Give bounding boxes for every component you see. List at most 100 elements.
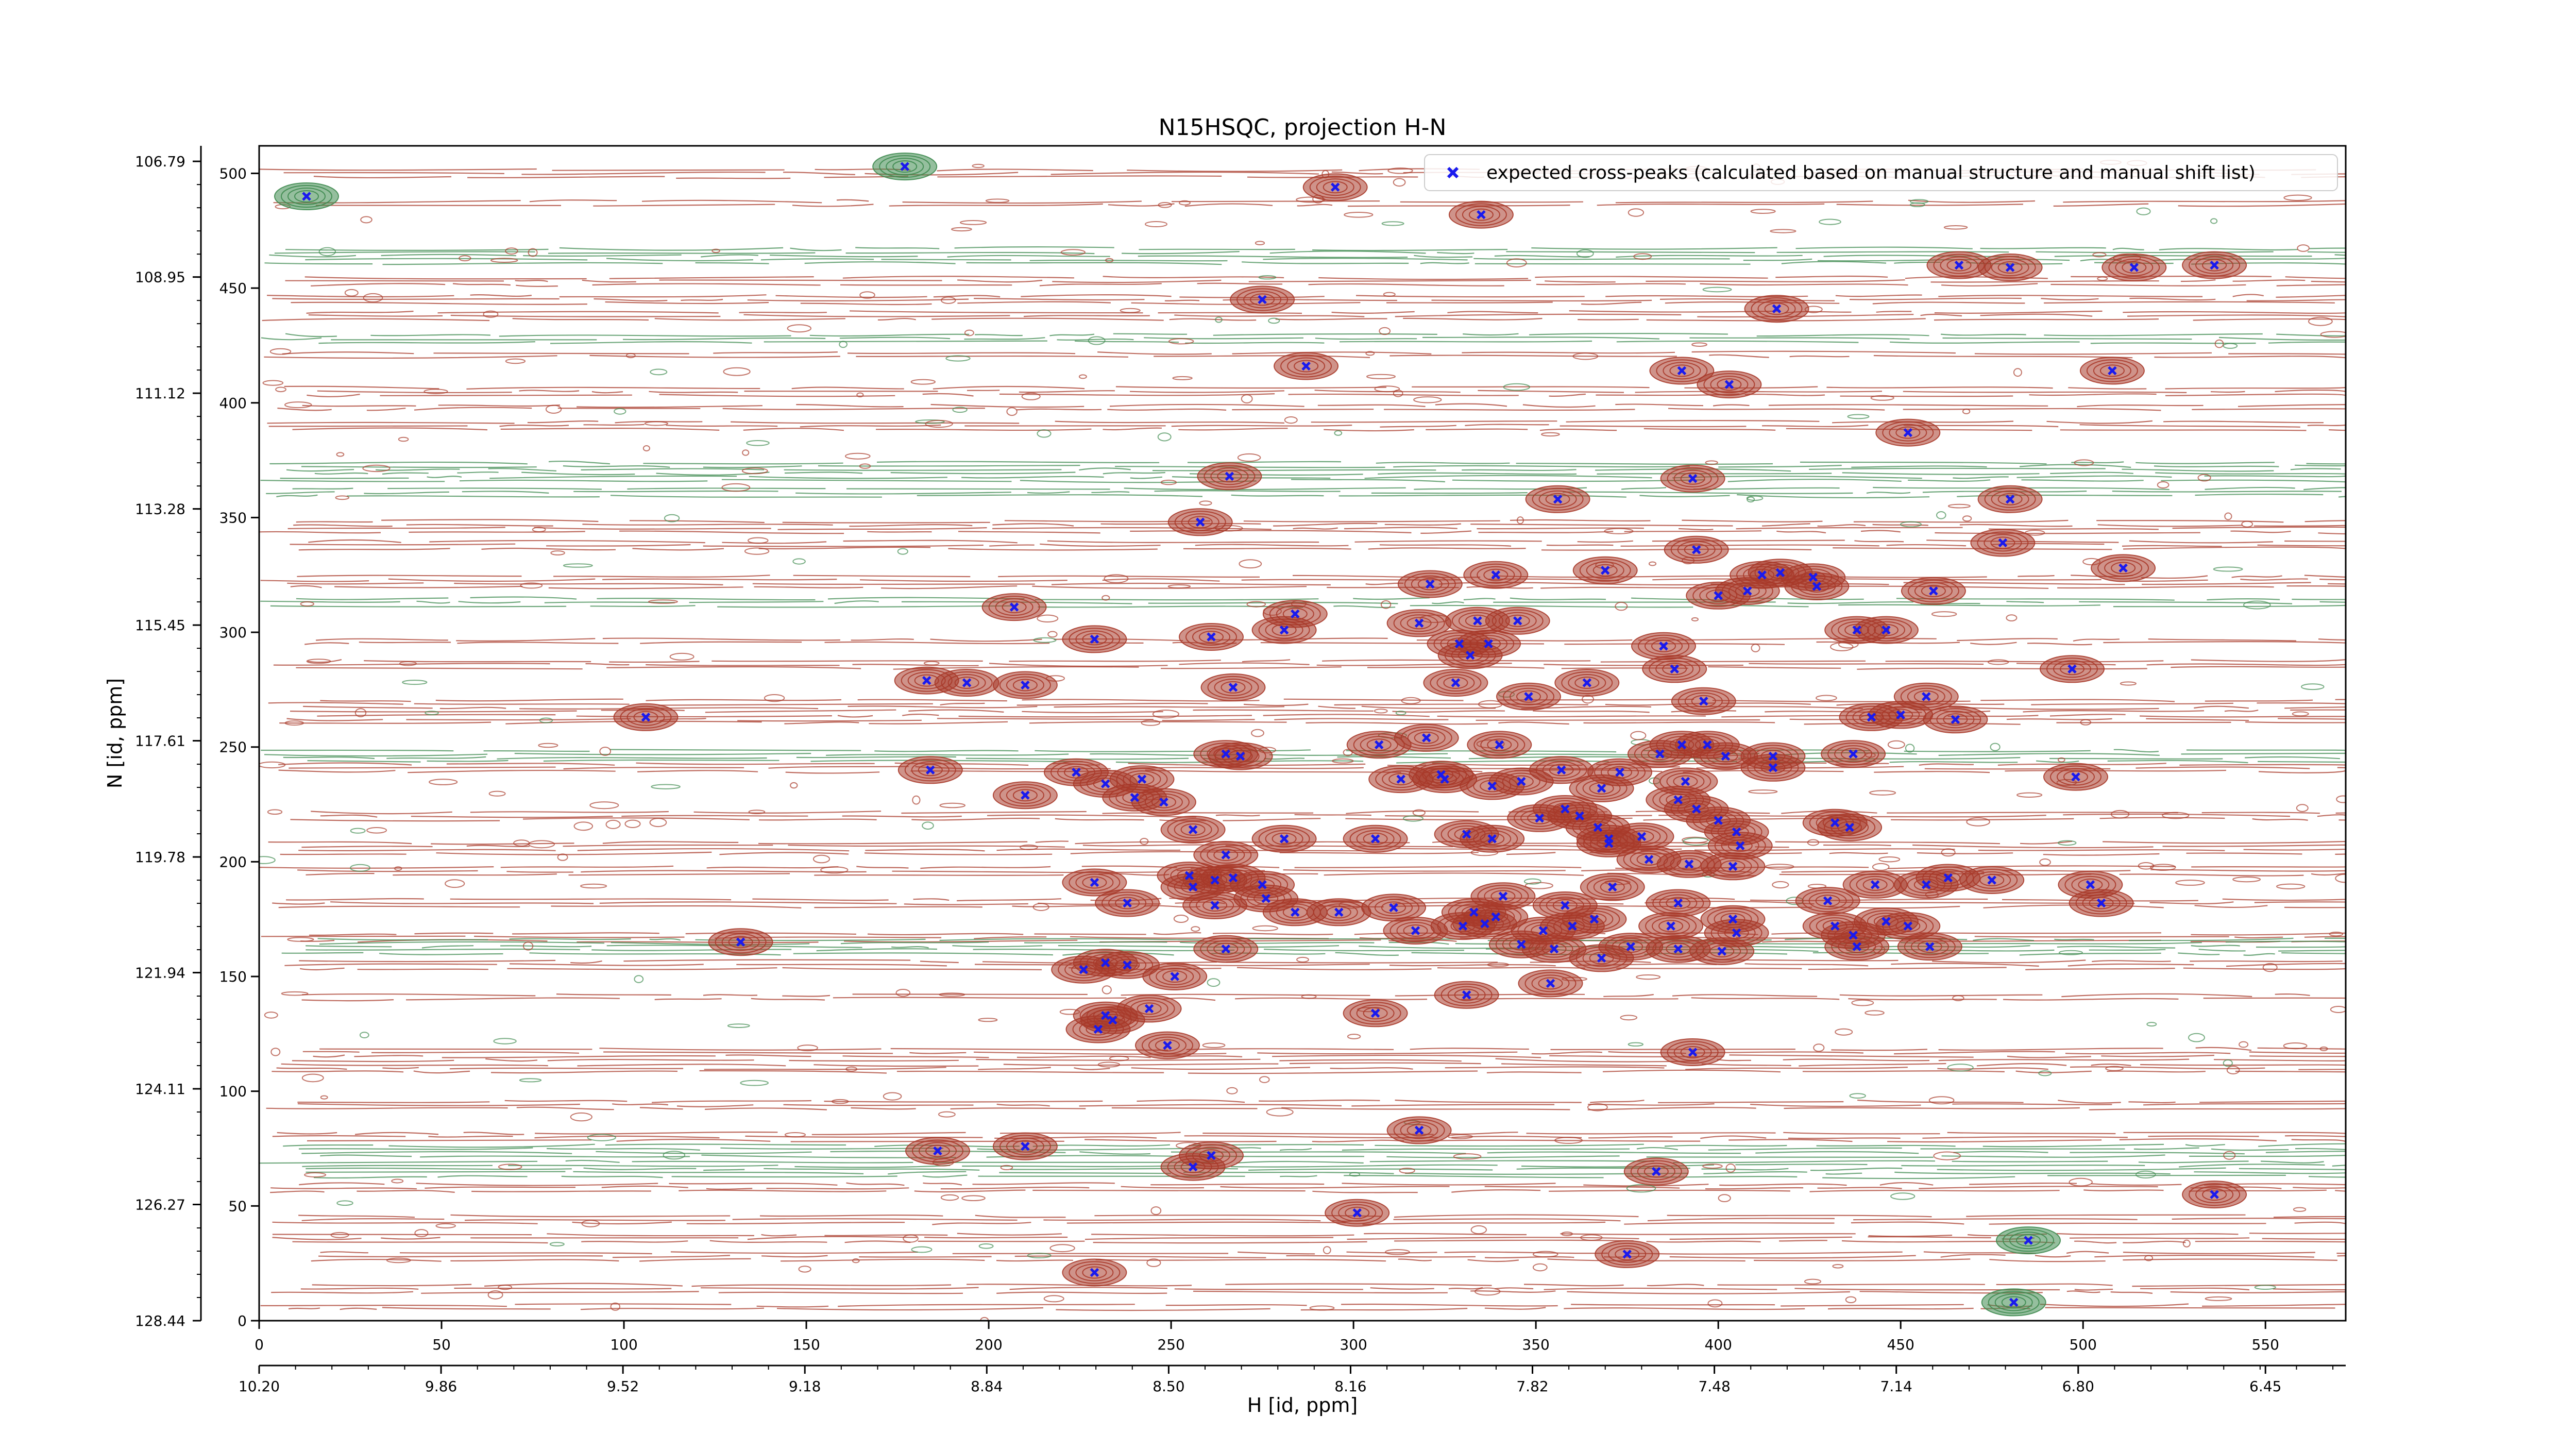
cross-peak-marker-stroke [1556,765,1566,775]
peak-contour-ring [1156,968,1194,985]
cross-peak-marker-stroke [1553,495,1563,504]
cross-peak-marker [2119,563,2128,573]
cross-peak-marker [641,713,651,722]
cross-peak-marker-stroke [1535,814,1544,823]
peak-contour-ring [1692,584,1744,607]
x-ppm-tick-label: 7.48 [1698,1378,1730,1395]
cross-peak-marker-stroke [1691,545,1701,554]
peak-contour-ring [1006,676,1044,694]
peak-contour [981,593,1047,621]
cross-peak-marker-stroke [1823,896,1833,905]
peak-contour-ring [1447,986,1486,1004]
cross-peak-marker-stroke [2071,772,2080,782]
peak-contour-ring [1680,1046,1705,1058]
contour-speck [1554,1137,1583,1144]
peak-contour-ring [1561,671,1613,694]
cross-peak-marker [1513,616,1522,626]
peak-contour-ring [1148,1036,1187,1054]
peak-contour-ring [1180,823,1206,836]
cross-peak-marker [1517,777,1526,786]
cross-peak-marker [1517,939,1526,949]
cross-peak-marker [933,1146,942,1156]
peak-contour-ring [2086,359,2138,382]
contour-speck [1179,200,1191,206]
contour-speck [2097,276,2108,281]
peak-contour-ring [1414,731,1439,744]
cross-peak-marker [1870,880,1880,889]
y-ppm-tick-label: 106.79 [135,153,185,170]
contour-speck [740,1080,769,1086]
cross-peak-marker [1677,366,1687,376]
contour-speck [354,708,367,717]
contour-speck [634,975,644,983]
cross-peak-marker [1258,295,1267,305]
contour-speck [1702,1164,1723,1169]
cross-peak-marker-stroke [1925,942,1935,951]
contour-speck [1503,383,1531,391]
peak-contour-ring [1552,899,1578,912]
cross-peak-marker-stroke [1626,942,1635,951]
contour-speck [1374,385,1400,393]
peak-contour-ring [1680,472,1705,485]
peak-contour-ring [918,764,943,777]
contour-speck [1819,218,1841,225]
cross-peak-marker-stroke [1849,931,1858,940]
peak-contour-ring [1568,674,1606,692]
y-axis-label: N [id, ppm] [104,678,126,788]
contour-line [285,332,2346,338]
cross-peak-marker [1637,832,1647,841]
cross-peak-marker-stroke [900,162,909,171]
contour-speck [550,550,565,555]
peak-contour-ring [1174,511,1226,534]
cross-peak-marker-stroke [1491,912,1501,922]
cross-peak-marker [1644,855,1654,864]
contour-speck [2293,1207,2307,1212]
peak-contour-ring [1834,745,1873,763]
contour-speck [1006,407,1018,416]
cross-peak-marker-stroke [1644,855,1654,864]
contour-speck [320,1095,328,1100]
peak-contour-ring [1093,1009,1118,1022]
peak-contour-ring [1589,834,1628,852]
cross-peak-marker [1207,632,1216,642]
contour-speck [723,367,751,376]
peak-contour-ring [1142,1034,1193,1057]
contour-speck [1383,292,1396,297]
contour-speck [952,407,968,413]
cross-peak-marker [1655,749,1665,759]
y-index-tick-label: 250 [219,739,247,756]
cross-peak-marker-stroke [1808,572,1818,582]
contour-speck [1626,1184,1656,1193]
contour-speck [573,821,594,831]
peak-contour-ring [988,596,1040,619]
contour-speck [1748,789,1778,794]
peak-contour-ring [1069,1261,1121,1284]
cross-peak-marker [1929,586,1938,596]
contour-speck [651,784,681,789]
contour-line [312,1283,2346,1287]
cross-peak-marker-stroke [1929,586,1938,596]
contour-speck [522,941,534,951]
peak-contour-ring [2108,256,2160,279]
x-index-axis: 0 50 100 150 200 250 300 350 400 450 500 550 [255,1321,2279,1353]
contour-speck [1150,1206,1162,1215]
peak-contour-ring [1440,983,1493,1006]
contour-line [302,993,2346,998]
y-ppm-tick-label: 124.11 [135,1081,185,1098]
cross-peak-marker [1556,765,1566,775]
contour-speck [1849,1093,1866,1099]
peak-contour-ring [1167,818,1219,841]
peak-contour-ring [2189,254,2241,277]
cross-peak-marker [1849,749,1858,759]
cross-peak-marker-stroke [1221,850,1231,860]
peak-contour-ring [2202,259,2227,272]
peak-contour-ring [1914,582,1953,600]
cross-peak-marker-stroke [1421,733,1431,743]
peak-contour-ring [2001,1296,2026,1309]
cross-peak-marker-stroke [1852,942,1861,951]
contour-speck [487,1290,503,1300]
cross-peak-marker-stroke [1130,793,1140,802]
peak-contour-ring [1498,612,1537,630]
x-ppm-tick-label: 7.14 [1880,1378,1912,1395]
contour-line [287,526,2346,531]
